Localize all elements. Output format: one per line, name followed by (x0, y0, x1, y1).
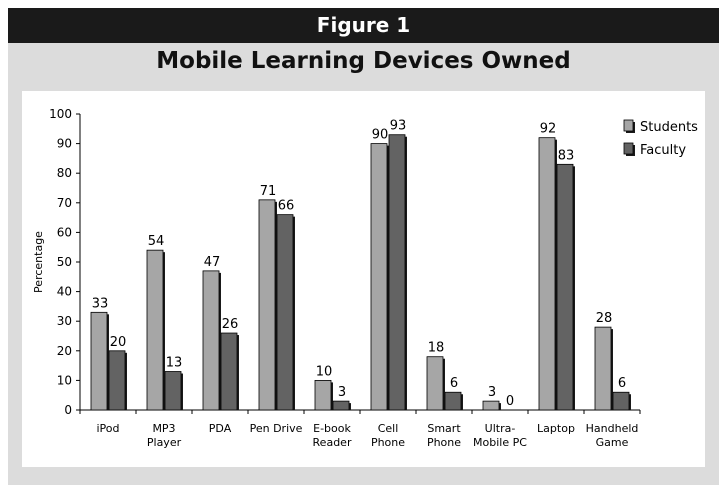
data-label-faculty: 83 (558, 148, 575, 163)
bar-students (258, 199, 276, 411)
bar-faculty (556, 163, 574, 411)
y-tick-label: 0 (64, 403, 72, 417)
y-tick-label: 30 (57, 314, 72, 328)
x-tick-label: Laptop (537, 422, 575, 435)
bar-faculty (164, 371, 182, 411)
chart-title: Mobile Learning Devices Owned (156, 48, 571, 74)
data-label-students: 18 (428, 341, 445, 356)
data-label-students: 10 (316, 364, 333, 379)
data-label-faculty: 26 (222, 317, 239, 332)
data-label-students: 92 (540, 122, 557, 137)
bar-faculty (220, 332, 238, 411)
data-label-faculty: 6 (618, 376, 626, 391)
bar-students (314, 379, 332, 411)
bar-faculty (108, 350, 126, 411)
legend-swatch (623, 119, 634, 132)
y-tick-label: 70 (57, 196, 72, 210)
bar-students (538, 137, 556, 411)
data-label-students: 28 (596, 311, 613, 326)
y-tick-label: 100 (49, 107, 72, 121)
y-tick-label: 90 (57, 137, 72, 151)
data-label-students: 33 (92, 296, 109, 311)
data-label-faculty: 93 (390, 119, 407, 134)
data-label-faculty: 3 (338, 385, 346, 400)
bar-faculty (388, 134, 406, 411)
x-tick-label: iPod (96, 422, 119, 435)
bar-students (146, 249, 164, 411)
bar-faculty (444, 391, 462, 411)
data-label-faculty: 0 (506, 394, 514, 409)
x-tick-label: Game (596, 436, 629, 449)
x-tick-label: Pen Drive (250, 422, 303, 435)
bar-students (594, 326, 612, 411)
data-label-students: 90 (372, 128, 389, 143)
data-label-faculty: 66 (278, 199, 295, 214)
y-axis-label: Percentage (32, 231, 45, 293)
x-tick-label: Smart (427, 422, 461, 435)
data-label-students: 54 (148, 234, 165, 249)
x-tick-label: MP3 (152, 422, 175, 435)
x-tick-label: Handheld (586, 422, 639, 435)
legend-label: Faculty (640, 143, 686, 158)
chart-area (22, 91, 705, 467)
bar-students (370, 143, 388, 411)
x-tick-label: Player (147, 436, 182, 449)
bar-students (426, 356, 444, 411)
data-label-faculty: 13 (166, 356, 183, 371)
figure-frame: Figure 1 Mobile Learning Devices Owned (8, 8, 719, 485)
y-tick-label: 20 (57, 344, 72, 358)
x-tick-label: Mobile PC (473, 436, 527, 449)
data-label-faculty: 20 (110, 335, 127, 350)
y-tick-label: 50 (57, 255, 72, 269)
y-tick-label: 60 (57, 225, 72, 239)
x-tick-label: Phone (371, 436, 405, 449)
legend-swatch (623, 142, 634, 155)
y-tick-label: 10 (57, 373, 72, 387)
bar-students (90, 311, 108, 411)
bar-faculty (276, 214, 294, 411)
data-label-faculty: 6 (450, 376, 458, 391)
legend-label: Students (640, 120, 698, 135)
data-label-students: 47 (204, 255, 221, 270)
figure-label: Figure 1 (8, 8, 719, 43)
bar-faculty (612, 391, 630, 411)
bar-students (202, 270, 220, 411)
y-tick-label: 40 (57, 285, 72, 299)
x-tick-label: PDA (209, 422, 232, 435)
x-tick-label: E-book (313, 422, 351, 435)
x-tick-label: Phone (427, 436, 461, 449)
data-label-students: 3 (488, 385, 496, 400)
bar-students (482, 400, 500, 411)
x-tick-label: Ultra- (485, 422, 516, 435)
data-label-students: 71 (260, 184, 277, 199)
bar-faculty (332, 400, 350, 411)
x-tick-label: Cell (378, 422, 399, 435)
x-tick-label: Reader (313, 436, 352, 449)
y-tick-label: 80 (57, 166, 72, 180)
